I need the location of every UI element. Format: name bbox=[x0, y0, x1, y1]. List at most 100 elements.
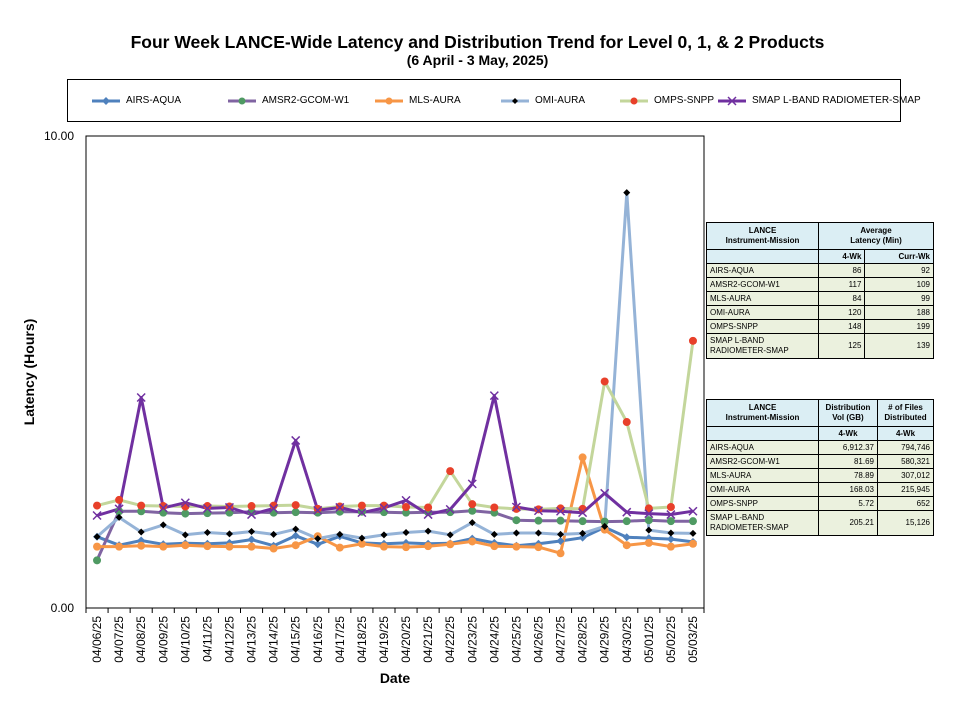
data-point bbox=[203, 502, 212, 511]
data-point bbox=[578, 453, 587, 462]
data-point bbox=[180, 498, 190, 508]
data-point bbox=[556, 504, 565, 513]
table-row: OMI-AURA 120 188 bbox=[706, 305, 934, 320]
data-point bbox=[225, 530, 233, 538]
data-point bbox=[93, 501, 102, 510]
data-point bbox=[688, 539, 697, 548]
row-value: 84 bbox=[817, 291, 866, 306]
data-point bbox=[512, 542, 521, 551]
data-point bbox=[380, 531, 388, 539]
data-point bbox=[136, 392, 146, 403]
row-name: OMPS-SNPP bbox=[706, 496, 819, 511]
x-tick-label: 04/27/25 bbox=[554, 616, 568, 663]
data-point bbox=[468, 506, 477, 515]
data-point bbox=[114, 504, 124, 514]
data-point bbox=[600, 488, 610, 498]
header-line: # of Files bbox=[888, 403, 923, 412]
row-name: MLS-AURA bbox=[706, 291, 819, 306]
data-point bbox=[357, 501, 366, 510]
data-point bbox=[468, 500, 477, 509]
data-point bbox=[644, 516, 653, 525]
data-point bbox=[622, 541, 631, 550]
data-point bbox=[666, 502, 675, 511]
data-point bbox=[357, 508, 367, 518]
data-point bbox=[401, 495, 411, 505]
legend-label: AMSR2-GCOM-W1 bbox=[262, 95, 350, 106]
data-point bbox=[158, 503, 168, 513]
data-point bbox=[358, 534, 366, 542]
chart-title: Four Week LANCE-Wide Latency and Distrib… bbox=[130, 32, 825, 52]
col-currwk: Curr-Wk bbox=[864, 249, 934, 264]
data-point bbox=[424, 542, 433, 551]
data-point bbox=[512, 529, 520, 537]
data-point bbox=[137, 541, 146, 550]
data-point bbox=[534, 505, 543, 514]
row-value: 117 bbox=[817, 277, 866, 292]
x-tick-label: 04/09/25 bbox=[156, 616, 170, 663]
data-point bbox=[423, 510, 433, 520]
data-point bbox=[269, 501, 278, 510]
data-point bbox=[579, 529, 587, 537]
data-point bbox=[446, 508, 455, 517]
data-point bbox=[137, 501, 146, 510]
chart-subtitle: (6 April - 3 May, 2025) bbox=[406, 52, 549, 68]
data-point bbox=[379, 503, 389, 513]
data-point bbox=[556, 549, 565, 558]
data-point bbox=[468, 519, 476, 527]
data-point bbox=[402, 508, 411, 517]
table-row: AMSR2-GCOM-W1 81.69 580,321 bbox=[706, 454, 934, 469]
data-point bbox=[578, 533, 587, 542]
x-tick-label: 05/01/25 bbox=[642, 616, 656, 663]
chart-legend: AIRS-AQUA AMSR2-GCOM-W1 MLS-AURA OMI-AUR… bbox=[67, 79, 921, 122]
data-point bbox=[446, 531, 454, 539]
series-line-1 bbox=[95, 509, 693, 561]
data-point bbox=[556, 516, 565, 525]
header-line: LANCE bbox=[748, 226, 777, 235]
data-point bbox=[446, 467, 455, 476]
data-point bbox=[269, 503, 279, 513]
x-tick-label: 05/02/25 bbox=[664, 616, 678, 663]
data-point bbox=[225, 508, 234, 517]
data-point bbox=[137, 507, 146, 516]
data-point bbox=[622, 517, 631, 526]
data-point bbox=[688, 517, 697, 526]
data-point bbox=[247, 507, 256, 516]
data-point bbox=[247, 510, 257, 520]
row-name: MLS-AURA bbox=[706, 468, 819, 483]
data-point bbox=[291, 435, 301, 445]
header-line: Average bbox=[860, 226, 892, 235]
data-point bbox=[313, 540, 322, 549]
row-name: AIRS-AQUA bbox=[706, 440, 819, 455]
data-point bbox=[666, 510, 676, 520]
data-point bbox=[402, 543, 411, 552]
data-point bbox=[445, 504, 455, 514]
series-line-3 bbox=[96, 191, 694, 541]
table-row: SMAP L-BAND RADIOMETER-SMAP 205.21 15,126 bbox=[706, 510, 934, 536]
row-value: 99 bbox=[864, 291, 934, 306]
data-point bbox=[557, 530, 565, 538]
series-line-0 bbox=[96, 525, 694, 548]
series-line-2 bbox=[97, 455, 694, 555]
row-value: 5.72 bbox=[818, 496, 878, 511]
data-point bbox=[689, 529, 697, 537]
x-tick-label: 04/23/25 bbox=[465, 616, 479, 663]
data-point bbox=[225, 542, 234, 551]
dist-table-header: LANCE Instrument-Mission bbox=[706, 399, 819, 427]
row-value: 652 bbox=[877, 496, 934, 511]
data-point bbox=[667, 529, 675, 537]
x-axis-title: Date bbox=[380, 670, 411, 686]
row-value: 199 bbox=[864, 319, 934, 334]
data-point bbox=[313, 504, 322, 513]
data-point bbox=[623, 189, 631, 197]
table-row: AMSR2-GCOM-W1 117 109 bbox=[706, 277, 934, 292]
x-tick-label: 04/11/25 bbox=[200, 616, 214, 662]
data-point bbox=[600, 517, 609, 526]
data-point bbox=[533, 506, 543, 516]
data-point bbox=[600, 377, 609, 386]
x-tick-label: 04/06/25 bbox=[90, 616, 104, 663]
data-point bbox=[115, 542, 124, 551]
header-line: Instrument-Mission bbox=[725, 236, 800, 245]
row-value: 120 bbox=[817, 305, 866, 320]
data-point bbox=[402, 502, 411, 511]
x-tick-label: 05/03/25 bbox=[686, 616, 700, 663]
